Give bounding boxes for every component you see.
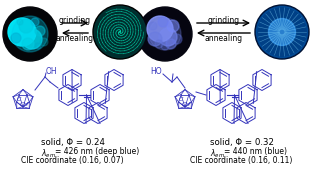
Text: grinding: grinding — [59, 16, 91, 25]
Text: CIE coordinate (0.16, 0.11): CIE coordinate (0.16, 0.11) — [190, 156, 292, 165]
Circle shape — [35, 26, 45, 36]
Text: = 440 nm (blue): = 440 nm (blue) — [224, 147, 287, 156]
Text: grinding: grinding — [207, 16, 240, 25]
Circle shape — [40, 38, 48, 46]
Circle shape — [138, 7, 192, 61]
Circle shape — [256, 6, 308, 58]
Circle shape — [166, 39, 176, 49]
Circle shape — [149, 22, 157, 30]
Text: OH: OH — [46, 67, 58, 77]
Circle shape — [161, 42, 169, 50]
Circle shape — [149, 18, 181, 50]
Circle shape — [94, 6, 146, 58]
Text: $\lambda_{em}$: $\lambda_{em}$ — [41, 147, 56, 160]
Text: annealing: annealing — [204, 34, 242, 43]
Circle shape — [22, 38, 34, 50]
Circle shape — [172, 34, 182, 44]
Text: CH: CH — [20, 102, 29, 107]
Circle shape — [93, 5, 147, 59]
Circle shape — [158, 17, 168, 27]
Circle shape — [147, 16, 173, 42]
Circle shape — [11, 33, 21, 43]
Circle shape — [19, 19, 33, 33]
Circle shape — [8, 18, 36, 46]
Circle shape — [3, 7, 57, 61]
Text: annealing: annealing — [56, 34, 94, 43]
Circle shape — [159, 28, 177, 46]
Circle shape — [268, 19, 295, 46]
Text: solid, Φ = 0.24: solid, Φ = 0.24 — [41, 138, 105, 147]
Text: $\lambda_{em}$: $\lambda_{em}$ — [210, 147, 225, 160]
Circle shape — [155, 40, 163, 48]
Circle shape — [22, 29, 42, 49]
Circle shape — [31, 18, 39, 26]
Text: CH: CH — [181, 102, 191, 107]
Text: C: C — [17, 97, 21, 102]
Circle shape — [148, 32, 162, 46]
Circle shape — [17, 19, 23, 25]
Circle shape — [167, 20, 179, 32]
Text: HO: HO — [150, 67, 162, 77]
Circle shape — [12, 16, 48, 52]
Circle shape — [35, 43, 41, 49]
Text: = 426 nm (deep blue): = 426 nm (deep blue) — [55, 147, 139, 156]
Circle shape — [255, 5, 309, 59]
Text: CIE coordinate (0.16, 0.07): CIE coordinate (0.16, 0.07) — [21, 156, 123, 165]
Text: solid, Φ = 0.32: solid, Φ = 0.32 — [210, 138, 274, 147]
Text: C: C — [179, 97, 184, 102]
